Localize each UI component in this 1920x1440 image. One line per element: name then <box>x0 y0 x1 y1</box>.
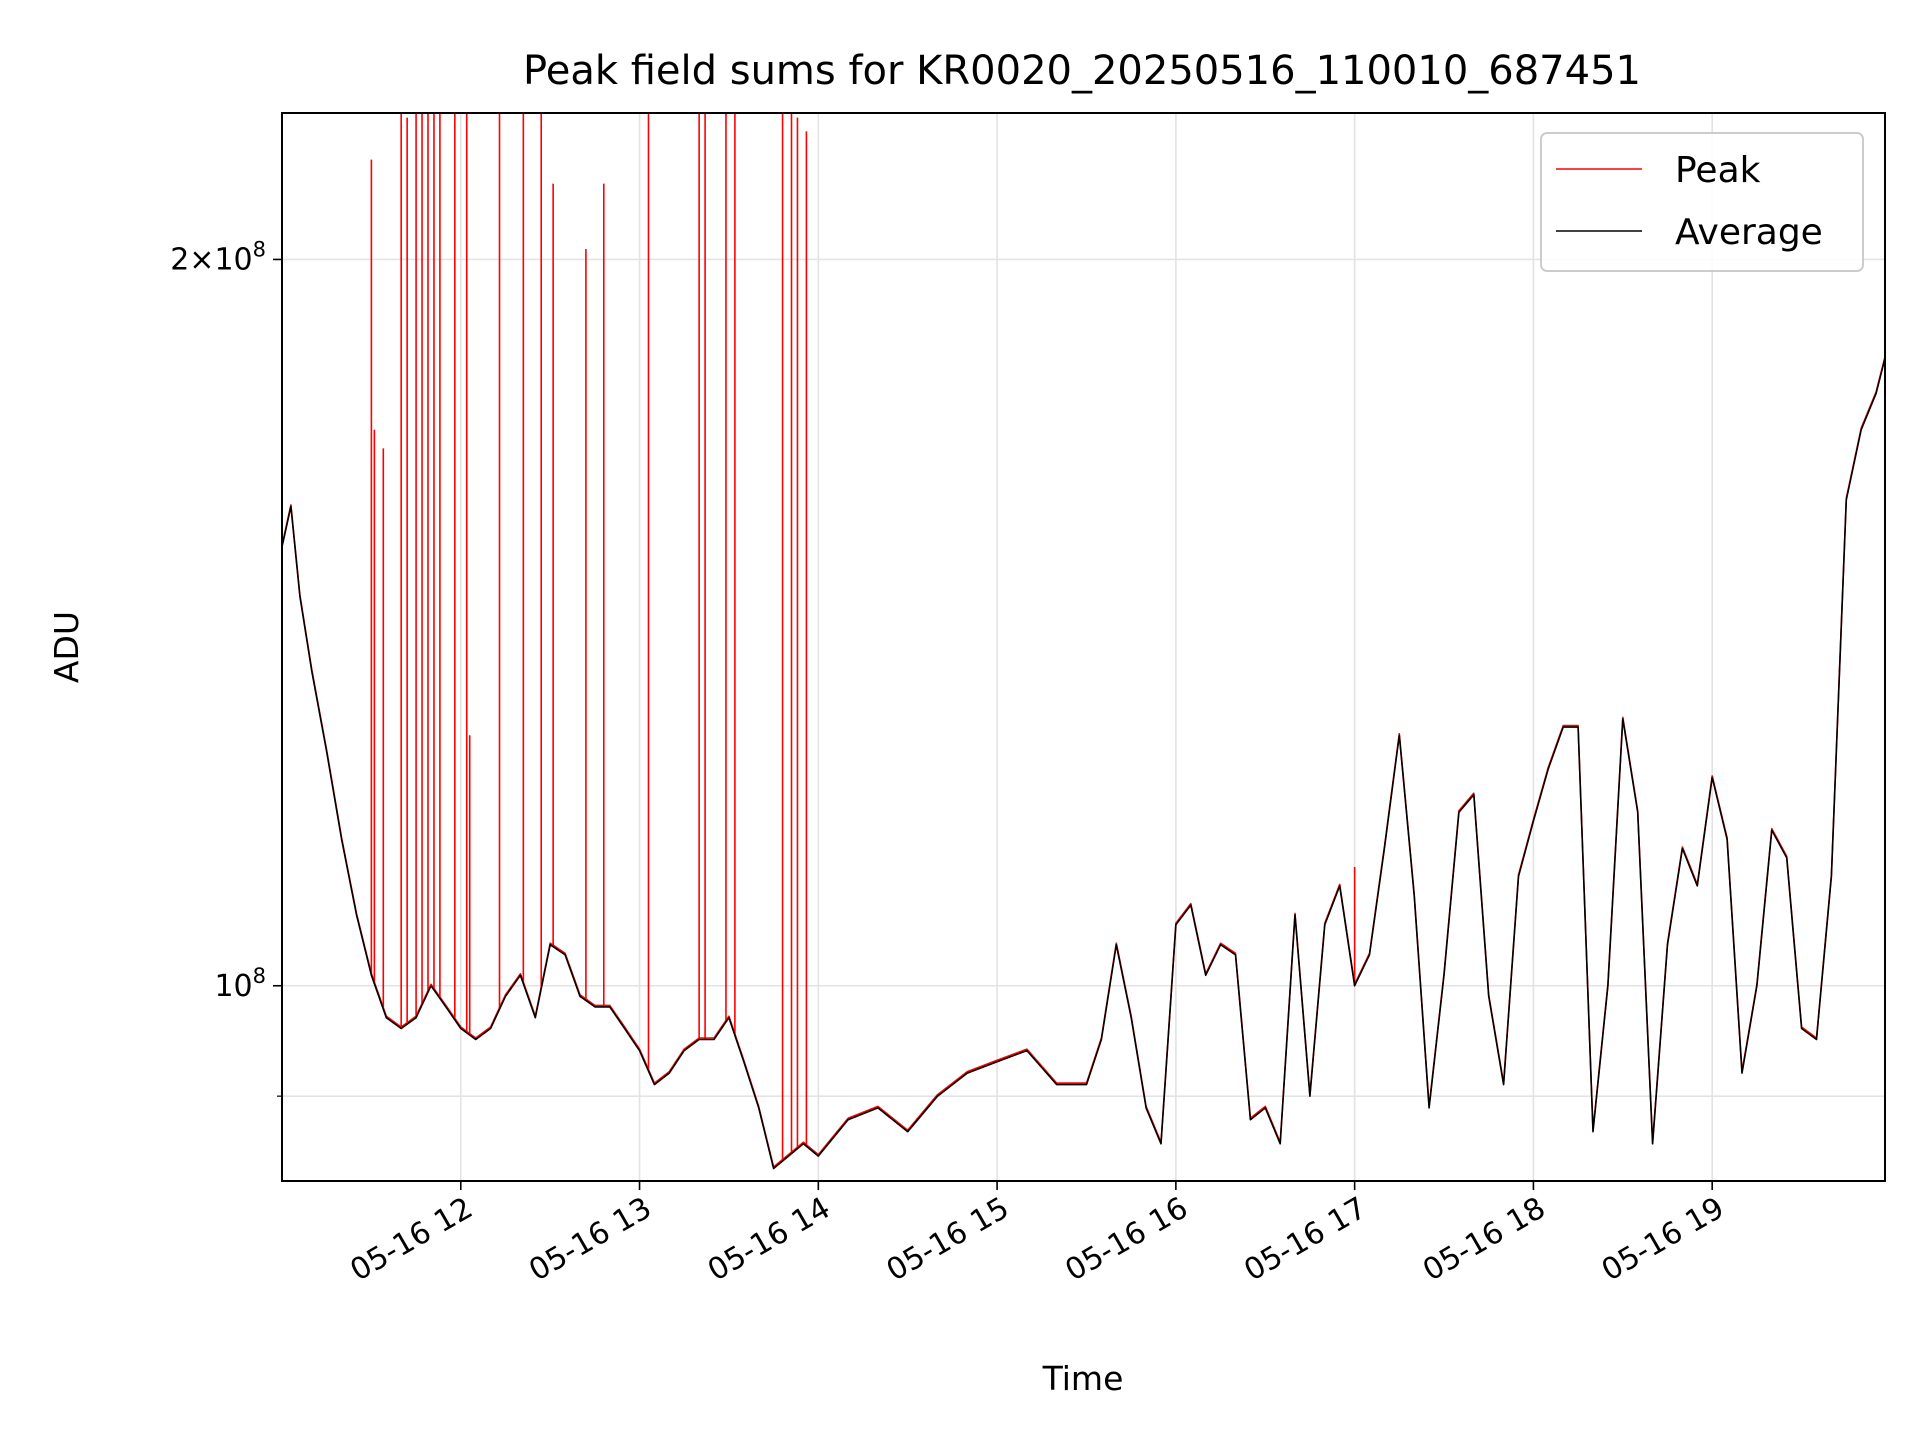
average-line <box>282 358 1885 1170</box>
legend-peak-label: Peak <box>1675 150 1761 191</box>
x-axis-label: Time <box>1042 1359 1124 1398</box>
y-tick-label: 2×108 <box>170 237 266 277</box>
legend-box <box>1540 132 1864 272</box>
peak-series <box>282 113 1885 1168</box>
legend-average-label: Average <box>1675 212 1823 253</box>
chart-title: Peak field sums for KR0020_20250516_1100… <box>523 48 1641 94</box>
average-series <box>282 358 1885 1170</box>
plot-frame <box>281 112 1886 1182</box>
legend: Peak Average <box>1540 132 1864 272</box>
y-axis-label: ADU <box>47 611 86 683</box>
